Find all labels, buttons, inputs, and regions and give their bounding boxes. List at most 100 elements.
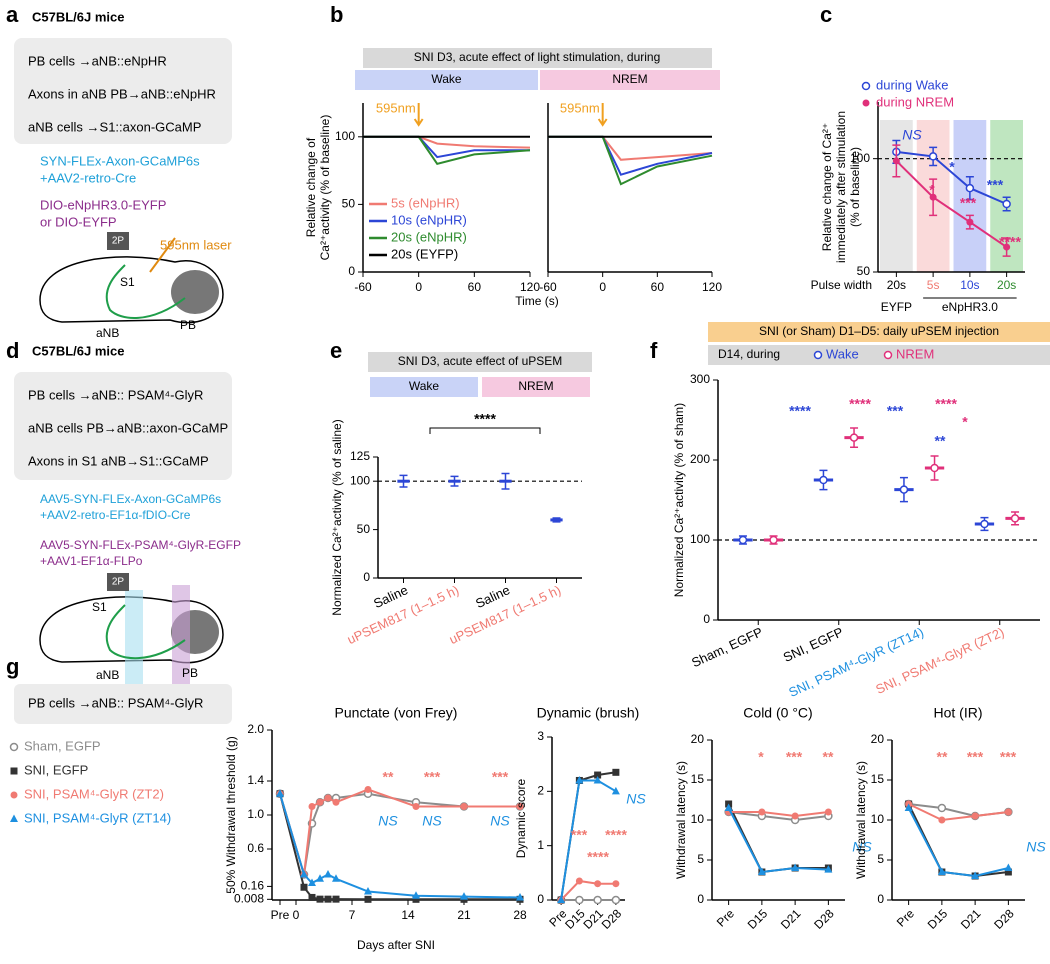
x-tick-label: 20s <box>887 278 906 292</box>
panel-letter: g <box>6 654 19 679</box>
y-label: Relative change of <box>304 137 318 237</box>
x-tick-label: 120 <box>520 280 540 294</box>
y-tick-label: 10 <box>691 812 705 826</box>
y-label: Withdrawal latency (s) <box>674 761 688 879</box>
x-tick-label: D21 <box>958 906 984 932</box>
y-label: Dynamic score <box>514 779 528 859</box>
legend-label: Sham, EGFP <box>24 738 101 753</box>
annotation: 595nm <box>560 100 600 115</box>
marker <box>308 803 316 810</box>
marker <box>10 767 18 775</box>
marker <box>324 895 332 903</box>
group-label: NREM <box>518 379 553 393</box>
group-label: EYFP <box>881 300 912 314</box>
annotation: 595nm <box>376 100 416 115</box>
series-line <box>548 135 713 186</box>
marker <box>929 193 937 201</box>
marker <box>849 433 859 442</box>
marker <box>276 789 284 797</box>
y-tick-label: 1.0 <box>247 807 264 821</box>
series-line <box>560 879 616 901</box>
marker <box>724 803 733 811</box>
marker <box>10 814 18 822</box>
injection-plane <box>172 585 190 685</box>
y-tick-label: 100 <box>850 151 870 165</box>
y-tick-label: 50 <box>357 522 371 536</box>
marker <box>819 475 828 485</box>
chart-title: SNI (or Sham) D1–D5: daily uPSEM injecti… <box>759 324 999 338</box>
x-tick-label: 0 <box>415 280 422 294</box>
annotation: *** <box>987 177 1004 193</box>
marker <box>813 350 823 360</box>
marker <box>757 867 766 875</box>
series-line <box>279 793 521 899</box>
marker <box>738 535 748 545</box>
annotation: * <box>962 414 968 430</box>
legend-label: 10s (eNpHR) <box>391 212 467 227</box>
x-tick-label: D28 <box>991 906 1017 932</box>
x-tick-label: 5s <box>927 278 940 292</box>
legend-label: Wake <box>826 346 859 361</box>
series-line <box>728 811 829 822</box>
group-box <box>355 70 538 90</box>
marker <box>966 218 974 226</box>
cerebellum <box>171 270 219 314</box>
panel-letter: f <box>650 338 658 363</box>
x-tick-label: 14 <box>401 908 415 922</box>
series-line <box>560 779 617 901</box>
title-box <box>363 48 712 68</box>
x-tick-label: 7 <box>349 908 356 922</box>
marker <box>594 880 602 888</box>
y-label: Ca²⁺activity (% of baseline) <box>318 115 332 261</box>
marker <box>612 768 620 776</box>
series-line <box>908 803 1009 822</box>
y-tick-label: 50 <box>857 264 871 278</box>
marker <box>300 883 308 891</box>
x-tick-label: 20s <box>997 278 1016 292</box>
marker <box>412 891 420 899</box>
imaging-plane <box>125 590 143 685</box>
annotation: ** <box>383 769 394 785</box>
marker <box>300 870 308 878</box>
y-tick-label: 10 <box>871 812 885 826</box>
x-tick-label: SNI, PSAM⁴-GlyR (ZT2) <box>873 624 1006 697</box>
annotation-arrow <box>597 103 608 127</box>
marker <box>611 786 620 795</box>
x-tick-label: Pre <box>271 908 290 922</box>
annotation: *** <box>887 403 904 419</box>
marker <box>861 81 871 91</box>
annotation: NS <box>902 127 922 143</box>
group-box <box>370 377 478 397</box>
marker <box>862 99 870 107</box>
x-label: Pulse width <box>811 278 872 292</box>
legend-label: 5s (eNpHR) <box>391 195 460 210</box>
annotation: NS <box>626 791 646 807</box>
marker <box>971 871 980 879</box>
y-tick-label: 0 <box>537 892 544 906</box>
schematic-text: Axons in aNB PB→aNB::eNpHR <box>28 86 216 101</box>
y-tick-label: 125 <box>350 449 370 463</box>
annotation: **** <box>605 827 627 843</box>
panel-letter: d <box>6 338 19 363</box>
legend-label: during NREM <box>876 94 954 109</box>
chart-title: SNI D3, acute effect of light stimulatio… <box>414 50 661 64</box>
x-tick-label: -60 <box>539 280 557 294</box>
y-label: immediately after stimulation <box>834 111 848 263</box>
panel-letter: e <box>330 338 342 363</box>
series-line <box>895 160 1008 248</box>
annotation: ** <box>823 749 834 765</box>
annotation-arrow <box>413 103 424 127</box>
marker <box>324 870 332 878</box>
pathway <box>105 264 186 319</box>
marker <box>980 519 989 529</box>
annotation: *** <box>424 769 441 785</box>
marker <box>9 742 19 752</box>
title-box <box>368 352 592 372</box>
group-box <box>540 70 720 90</box>
x-tick-label: D28 <box>599 906 625 932</box>
virus-text: SYN-FLEx-Axon-GCaMP6s <box>40 153 200 168</box>
marker <box>1004 808 1012 816</box>
panel-letter: a <box>6 2 19 27</box>
marker <box>332 895 340 903</box>
marker <box>824 865 833 873</box>
